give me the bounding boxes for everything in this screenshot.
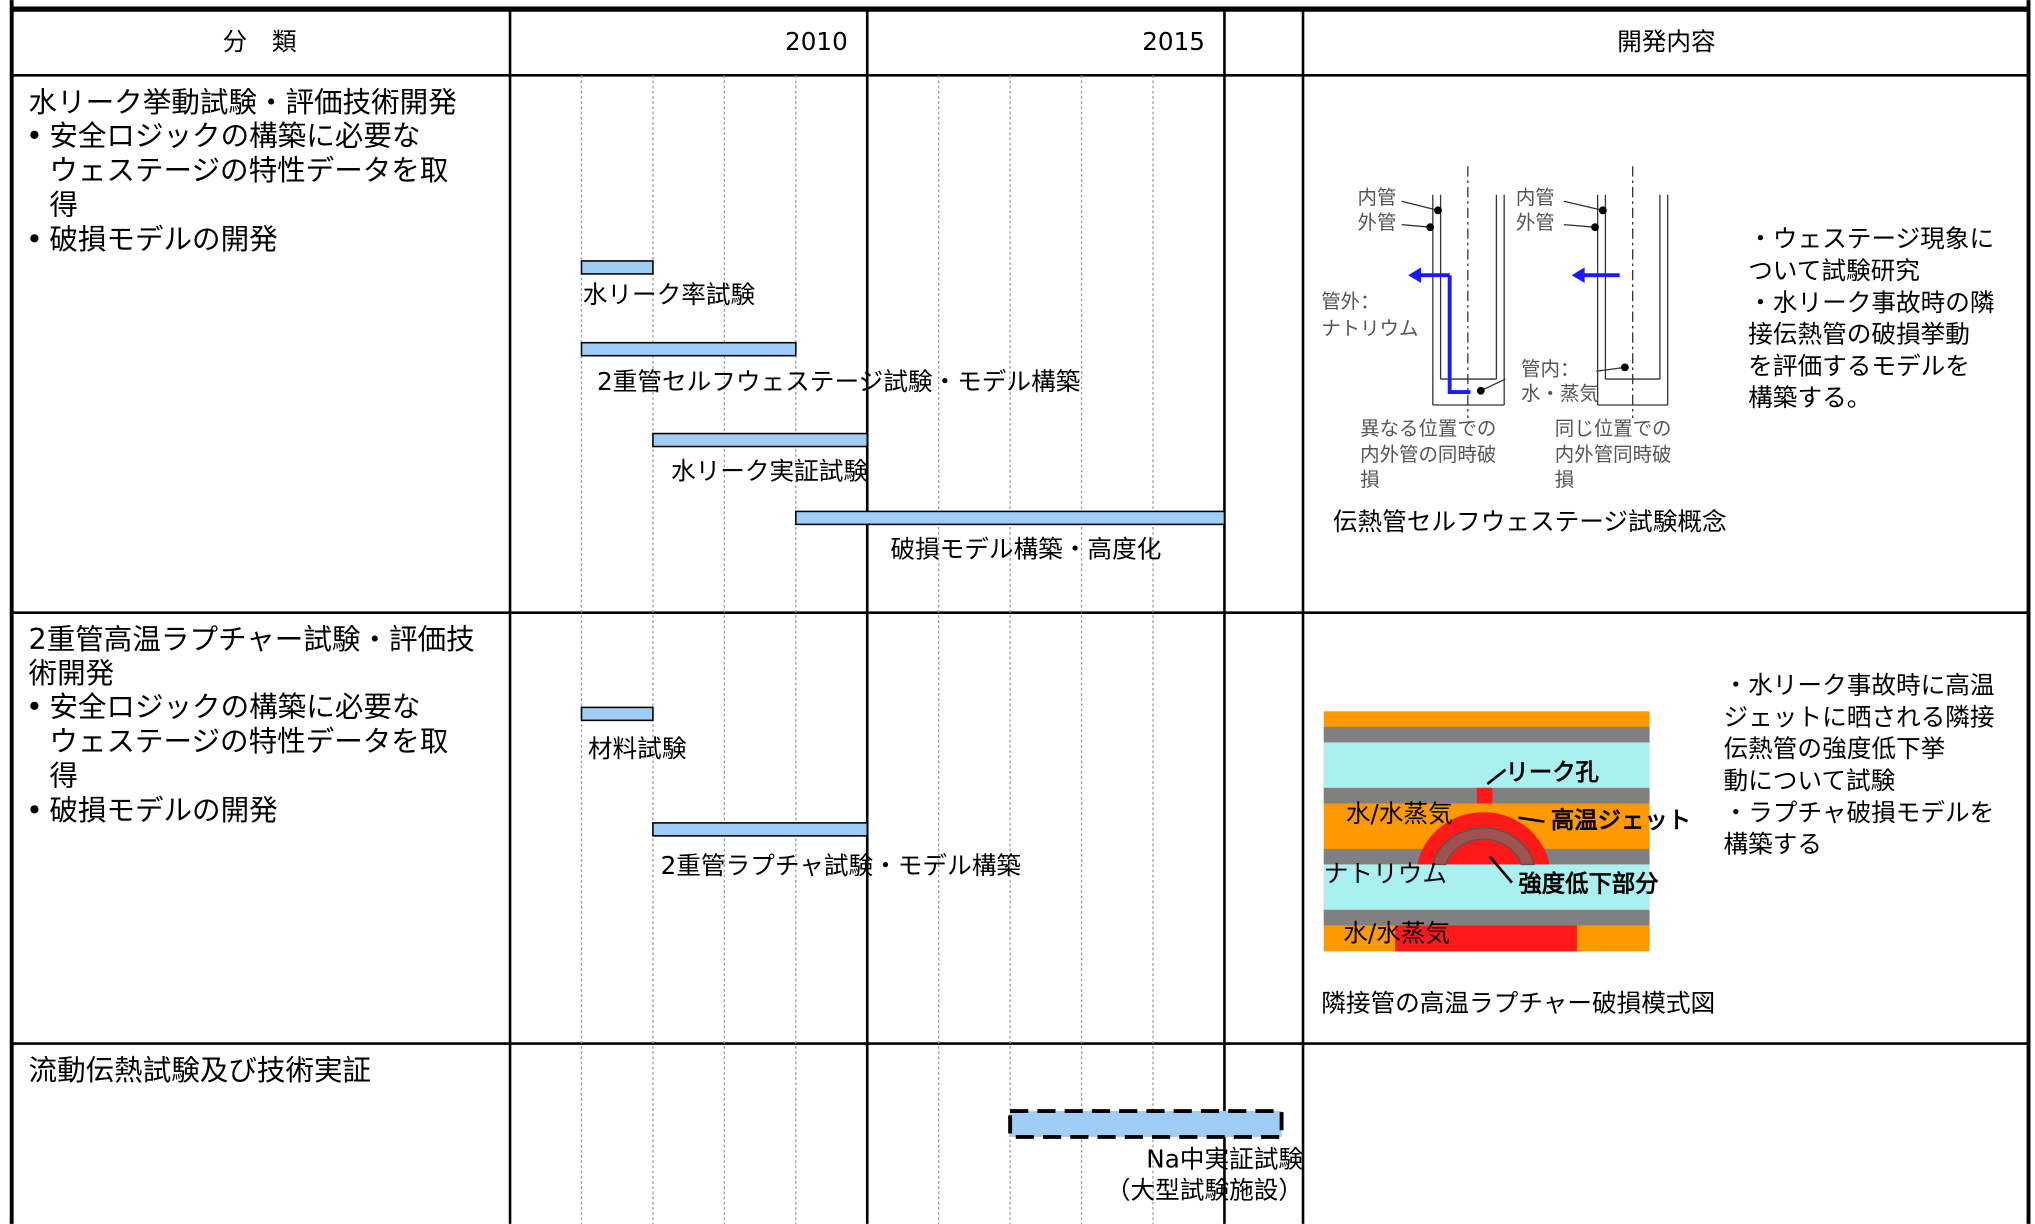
task-bar [580, 260, 654, 275]
figure-label: 強度低下部分 [1518, 870, 1659, 898]
figure-label: 内外管の同時破 [1360, 443, 1496, 466]
figure-caption: 伝熱管セルフウェステージ試験概念 [1333, 507, 1727, 536]
figure-label: 損 [1360, 468, 1379, 491]
figure-label: ナトリウム [1321, 317, 1418, 340]
task-label: 水リーク率試験 [583, 280, 756, 309]
figure-label: ナトリウム [1324, 859, 1447, 888]
figure-label: リーク孔 [1505, 758, 1599, 786]
task-label: 2重管ラプチャ試験・モデル構築 [661, 851, 1021, 880]
task-label: Na中実証試験 [1146, 1144, 1303, 1173]
category-title: 術開発 [29, 656, 115, 690]
header-year: 2010 [785, 27, 848, 56]
task-label: 材料試験 [588, 734, 687, 763]
figure-label: 内管 [1516, 186, 1555, 209]
task-bar [652, 822, 869, 837]
category-bullet: 得 [49, 758, 78, 792]
description: ・水リーク事故時の隣 [1748, 288, 1994, 317]
task-label: 2重管セルフウェステージ試験・モデル構築 [597, 367, 1080, 396]
category-bullet: 安全ロジックの構築に必要な [49, 690, 420, 724]
category-title: 2重管高温ラプチャー試験・評価技 [29, 622, 475, 656]
category-bullet: 安全ロジックの構築に必要な [49, 119, 420, 153]
figure-label: 管外： [1321, 290, 1379, 313]
bullet: • [26, 222, 43, 256]
task-bar [652, 432, 869, 448]
task-bar [580, 706, 654, 722]
bullet: • [26, 793, 43, 827]
header-content: 開発内容 [1617, 27, 1716, 56]
figure-2-drawing [1323, 711, 1650, 952]
figure-label: 同じ位置での [1555, 417, 1672, 440]
figure-label: 内外管同時破 [1555, 443, 1672, 466]
figure-label: 水/水蒸気 [1346, 799, 1453, 828]
task-label: （大型試験施設） [1106, 1175, 1303, 1204]
task-bar [580, 341, 797, 357]
description: 構築する。 [1748, 383, 1871, 412]
description: 構築する [1724, 830, 1823, 859]
task-label: 水リーク実証試験 [671, 456, 868, 485]
figure-label: 水/水蒸気 [1343, 919, 1450, 948]
figure-label: 管内： [1521, 357, 1579, 380]
description: ・水リーク事故時に高温 [1724, 671, 1995, 700]
task-bar [795, 510, 1226, 526]
description: 動について試験 [1724, 766, 1896, 795]
description: 接伝熱管の破損挙動 [1748, 320, 1970, 349]
figure-caption: 隣接管の高温ラプチャー破損模式図 [1321, 989, 1715, 1018]
category-bullet: ウェステージの特性データを取 [49, 724, 448, 758]
header-category: 分 類 [223, 27, 297, 56]
description: ジェットに晒される隣接 [1724, 702, 1995, 731]
figure-label: 異なる位置での [1360, 417, 1496, 440]
description: 伝熱管の強度低下挙 [1724, 734, 1946, 763]
category-title: 水リーク挙動試験・評価技術開発 [29, 85, 457, 119]
figure-label: 高温ジェット [1551, 806, 1691, 834]
category-bullet: ウェステージの特性データを取 [49, 153, 448, 187]
table-grid [9, 0, 2031, 1224]
figure-1-drawing [1401, 166, 1669, 418]
description: ・ウェステージ現象に [1748, 224, 1994, 253]
category-bullet: 破損モデルの開発 [49, 222, 277, 256]
figure-label: 損 [1555, 468, 1574, 491]
category-bullet: 破損モデルの開発 [49, 793, 277, 827]
category-title: 流動伝熱試験及び技術実証 [29, 1053, 372, 1087]
figure-label: 内管 [1358, 186, 1397, 209]
bullet: • [26, 119, 43, 153]
figure-label: 外管 [1516, 211, 1555, 234]
figure-label: 水・蒸気 [1521, 382, 1599, 405]
description: ・ラプチャ破損モデルを [1724, 798, 1995, 827]
figure-label: 外管 [1358, 211, 1397, 234]
header-year: 2015 [1142, 27, 1205, 56]
task-label: 破損モデル構築・高度化 [890, 534, 1161, 563]
category-bullet: 得 [49, 187, 78, 221]
description: を評価するモデルを [1748, 351, 1970, 380]
task-bar [1008, 1109, 1284, 1139]
bullet: • [26, 690, 43, 724]
description: ついて試験研究 [1748, 256, 1920, 285]
